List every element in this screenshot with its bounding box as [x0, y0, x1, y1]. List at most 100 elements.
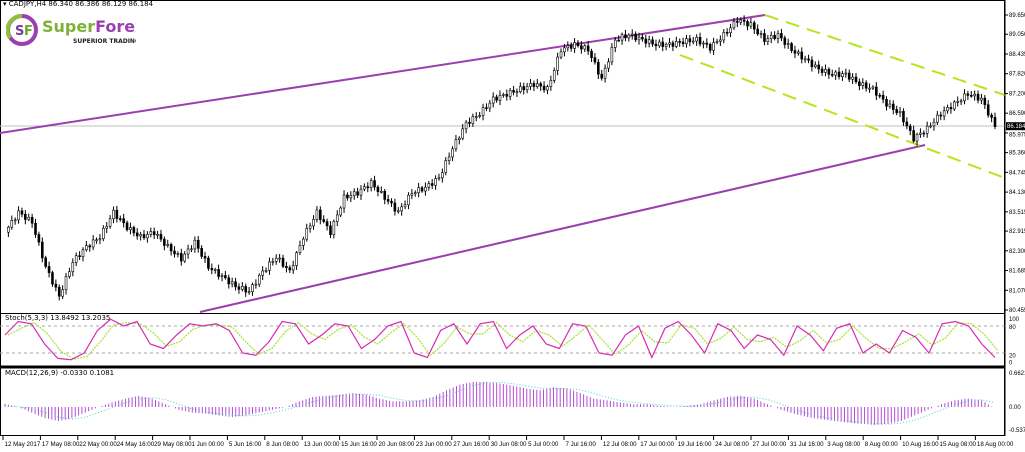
candle-body [40, 241, 44, 259]
candle [427, 180, 431, 191]
candle-body [644, 38, 648, 44]
candle [637, 32, 641, 45]
candle [817, 60, 820, 74]
candle [535, 78, 539, 89]
candle [803, 55, 807, 63]
candle [986, 100, 990, 118]
candle-body [847, 72, 851, 80]
candle [112, 206, 115, 224]
candle-body [380, 191, 383, 193]
candle [597, 59, 600, 80]
candle [576, 40, 580, 48]
candle [129, 222, 132, 235]
price-tick-label: 87.200 [1009, 92, 1025, 98]
candle-body [278, 257, 281, 260]
candle [298, 240, 302, 256]
candle-body [556, 56, 559, 71]
candle-body [776, 33, 780, 39]
candle [346, 192, 349, 201]
candle [376, 185, 380, 197]
candle [719, 35, 722, 47]
candle [861, 78, 865, 90]
candle-body [180, 253, 183, 262]
candle-body [712, 42, 715, 51]
candle-body [108, 218, 112, 227]
ohlc-values: 86.340 86.386 86.129 86.184 [48, 0, 154, 8]
candle [830, 69, 834, 78]
time-tick-label: 1 Jun 00:00 [192, 441, 225, 448]
candle [980, 93, 983, 105]
candle-body [241, 286, 244, 290]
candle-body [88, 245, 92, 248]
candle [356, 187, 359, 198]
candle [888, 99, 892, 109]
logo-brand: SuperForex [42, 17, 136, 36]
candle [647, 35, 651, 48]
candle [488, 99, 492, 113]
candle [936, 111, 939, 126]
time-tick-label: 31 Jul 16:00 [790, 441, 824, 448]
candle [444, 157, 448, 176]
candle-body [163, 238, 166, 246]
time-tick-label: 29 May 08:00 [154, 441, 192, 448]
candles [7, 15, 997, 301]
time-tick-label: 23 Jun 00:00 [416, 441, 452, 448]
candle-body [702, 42, 705, 45]
candle-body [664, 43, 668, 47]
candle [702, 40, 705, 49]
candle-body [976, 93, 980, 101]
candle [715, 38, 719, 45]
candle [383, 189, 387, 205]
candle [342, 190, 346, 213]
candle [180, 248, 183, 266]
candle-body [505, 94, 509, 97]
candle-body [888, 103, 892, 107]
candle-body [217, 269, 220, 277]
candle [583, 44, 587, 53]
candle-body [471, 116, 475, 124]
candle [908, 123, 912, 136]
candle-body [810, 59, 814, 68]
candle-body [915, 134, 919, 142]
candle-body [973, 93, 976, 97]
candle-body [319, 209, 322, 220]
candle [302, 236, 305, 251]
candle [349, 191, 353, 203]
candle-body [630, 33, 634, 36]
candle [763, 29, 766, 46]
candle-body [264, 269, 268, 272]
candle-body [691, 40, 695, 43]
candle [529, 79, 532, 91]
candle [586, 41, 590, 56]
candle-body [227, 277, 231, 285]
candle [285, 261, 288, 273]
candle-body [200, 248, 203, 257]
header-arrow-icon[interactable]: ▾ [3, 0, 7, 8]
candle-body [410, 193, 414, 196]
candle [851, 73, 854, 85]
price-tick-label: 85.360 [1009, 151, 1025, 157]
candle [847, 69, 851, 83]
time-axis: 12 May 2017 17 May 08:00 22 May 00:00 24 Ma… [2, 436, 1014, 448]
candle-body [708, 44, 712, 51]
candle [820, 66, 824, 76]
time-tick-label: 17 Jul 00:00 [640, 441, 674, 448]
candle [27, 213, 31, 222]
candle [705, 38, 709, 49]
candle [569, 42, 573, 52]
candle [549, 75, 553, 91]
candle [196, 236, 200, 253]
candle-body [651, 39, 654, 45]
candle [502, 92, 505, 98]
current-price-label: 86.184 [1007, 124, 1025, 130]
candle-body [271, 261, 275, 263]
candle [139, 231, 142, 241]
candle [878, 92, 882, 99]
candle-body [898, 110, 902, 114]
candle [17, 206, 20, 224]
candle-body [858, 81, 861, 87]
candle-body [390, 200, 393, 204]
price-tick-label: 87.820 [1009, 72, 1025, 78]
candle [603, 64, 607, 83]
candle [919, 128, 922, 138]
